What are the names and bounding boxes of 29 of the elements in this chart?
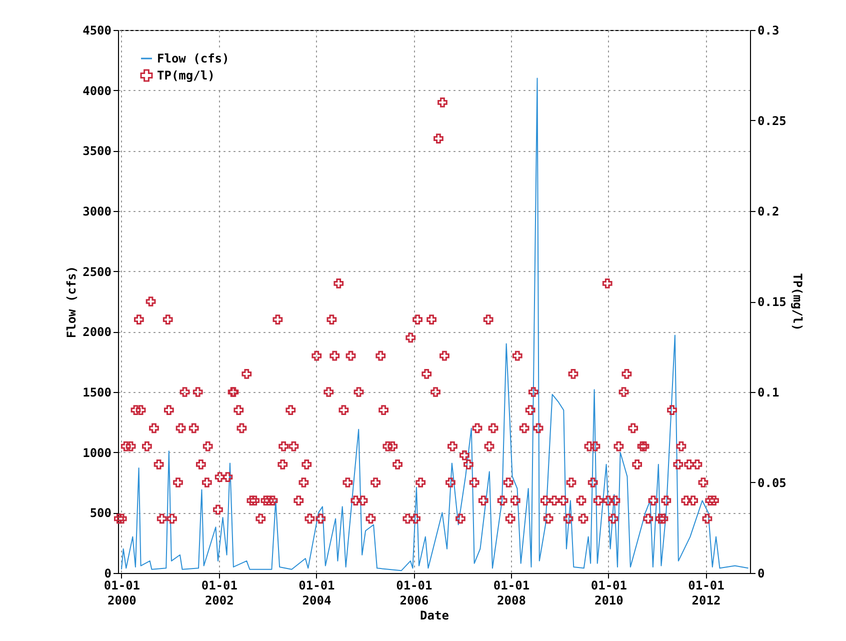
y-tick-label: 3000	[82, 204, 112, 218]
x-tick-label: 01-01 2006	[396, 578, 432, 608]
y2-tick-label: 0	[758, 566, 765, 580]
y2-tick-label: 0.2	[758, 204, 780, 218]
y2-tick-label: 0.3	[758, 24, 780, 38]
x-tick-label: 01-01 2012	[688, 578, 724, 608]
x-tick-label: 01-01 2004	[298, 578, 335, 608]
x-axis-title: Date	[420, 608, 449, 622]
y-tick-label: 2500	[82, 264, 112, 279]
y-tick-label: 4000	[82, 84, 112, 98]
y2-tick-label: 0.25	[758, 114, 786, 128]
legend-label: Flow (cfs)	[157, 52, 230, 66]
y-tick-label: 1500	[82, 386, 112, 400]
x-tick-label: 01-01 2002	[201, 578, 238, 608]
y2-tick-label: 0.1	[758, 386, 780, 400]
y2-tick-label: 0.05	[758, 476, 786, 490]
y2-tick-label: 0.15	[758, 295, 786, 309]
y-axis-title: Flow (cfs)	[64, 266, 79, 338]
y-tick-label: 2000	[82, 325, 112, 340]
y-tick-label: 4500	[82, 24, 112, 38]
x-tick-label: 01-01 2000	[104, 578, 140, 608]
y-tick-label: 1000	[82, 446, 112, 460]
x-tick-label: 01-01 2008	[493, 578, 530, 608]
x-tick-label: 01-01 2010	[590, 578, 627, 608]
y-tick-label: 500	[90, 506, 112, 520]
y-tick-label: 0	[104, 566, 112, 580]
legend-label: TP(mg/l)	[157, 68, 215, 82]
y2-axis-title: TP(mg/l)	[790, 273, 804, 331]
y-tick-label: 3500	[82, 144, 112, 158]
